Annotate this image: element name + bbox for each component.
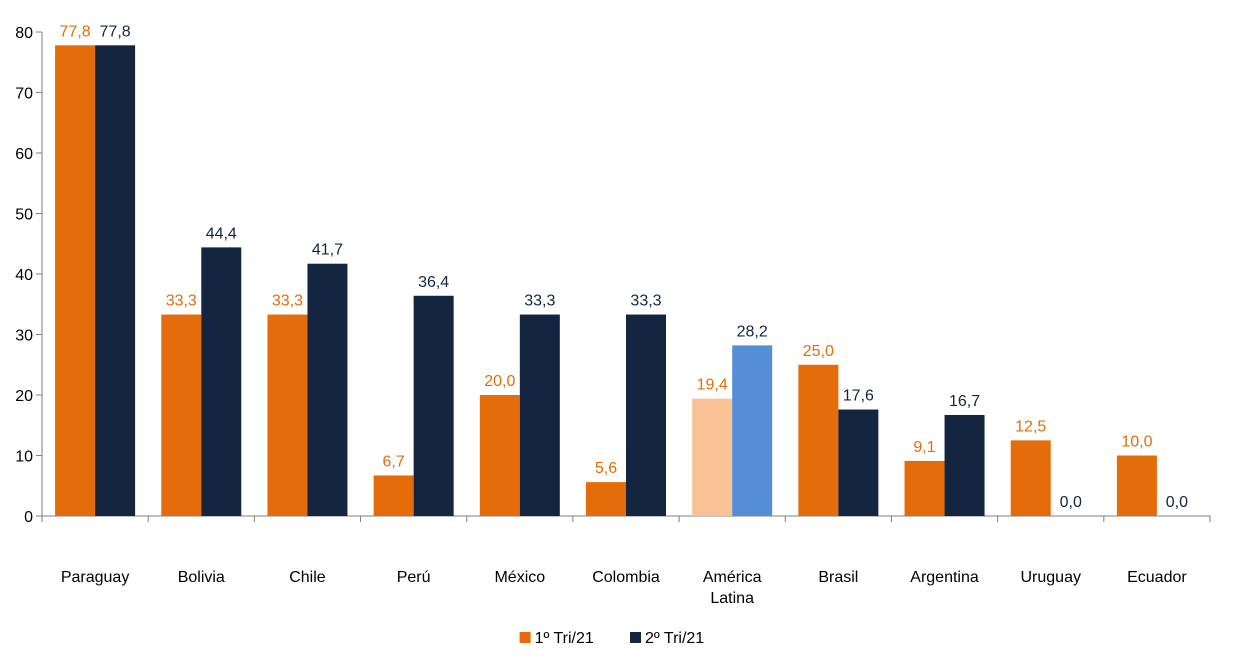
bar-series1 <box>267 314 308 516</box>
x-category-label-line: Ecuador <box>1127 569 1187 586</box>
x-category-label-line: América <box>703 569 762 586</box>
data-label-series1: 10,0 <box>1121 434 1152 451</box>
y-tick-label: 20 <box>15 388 33 405</box>
data-label-series1: 9,1 <box>913 439 935 456</box>
data-label-series1: 5,6 <box>595 460 617 477</box>
x-category-label-line: Uruguay <box>1020 569 1080 586</box>
x-category-label-line: Chile <box>289 569 326 586</box>
legend-item: 2º Tri/21 <box>630 630 704 647</box>
x-category-label: América Latina <box>703 569 762 607</box>
x-category-label: Ecuador <box>1127 569 1187 586</box>
x-category-label-line: Brasil <box>818 569 858 586</box>
data-label-series2: 36,4 <box>418 274 449 291</box>
data-label-series1: 25,0 <box>803 343 834 360</box>
data-label-series1: 77,8 <box>60 23 91 40</box>
bar-series2 <box>838 409 879 516</box>
legend-label: 1º Tri/21 <box>535 630 594 647</box>
legend-swatch <box>519 632 531 643</box>
bar-series1 <box>1116 455 1157 516</box>
data-label-series1: 12,5 <box>1015 418 1046 435</box>
bar-series2 <box>519 314 560 516</box>
y-tick-label: 80 <box>15 25 33 42</box>
y-tick-label: 70 <box>15 86 33 103</box>
data-label-series2: 0,0 <box>1166 494 1188 511</box>
legend-label: 2º Tri/21 <box>645 630 704 647</box>
x-category-label-line: Latina <box>710 590 754 607</box>
bar-series1 <box>1010 440 1051 516</box>
bar-series2 <box>307 263 348 516</box>
x-category-label: Paraguay <box>61 569 130 586</box>
y-tick-label: 10 <box>15 449 33 466</box>
data-label-series2: 44,4 <box>206 225 237 242</box>
x-category-label-line: Argentina <box>910 569 979 586</box>
y-tick-label: 40 <box>15 267 33 284</box>
bar-series1 <box>904 460 945 516</box>
bar-series1 <box>55 45 96 517</box>
x-category-label: Chile <box>289 569 326 586</box>
x-category-label: Colombia <box>592 569 660 586</box>
data-label-series2: 0,0 <box>1060 494 1082 511</box>
y-tick-label: 60 <box>15 146 33 163</box>
bar-series2 <box>732 345 773 516</box>
data-label-series2: 41,7 <box>312 242 343 259</box>
bar-series2 <box>626 314 666 516</box>
bar-series2 <box>201 247 242 516</box>
data-label-series2: 33,3 <box>524 293 555 310</box>
y-tick-label: 50 <box>15 207 33 224</box>
x-category-label: Argentina <box>910 569 979 586</box>
data-label-series2: 17,6 <box>843 388 874 405</box>
bar-series1 <box>798 364 839 516</box>
data-label-series2: 33,3 <box>630 293 661 310</box>
bar-series1 <box>692 398 733 516</box>
data-label-series1: 20,0 <box>484 373 515 390</box>
bar-series2 <box>413 295 454 516</box>
y-tick-label: 30 <box>15 328 33 345</box>
bar-series1 <box>373 475 414 516</box>
data-label-series1: 33,3 <box>272 293 303 310</box>
y-tick-label: 0 <box>24 509 33 526</box>
x-category-label: Bolivia <box>178 569 225 586</box>
bar-series2 <box>95 45 136 517</box>
x-category-label-line: México <box>494 569 545 586</box>
x-category-label: Uruguay <box>1020 569 1080 586</box>
x-category-label: México <box>494 569 545 586</box>
x-category-label-line: Colombia <box>592 569 660 586</box>
legend-swatch <box>630 632 641 643</box>
bar-series1 <box>479 395 520 516</box>
x-category-label-line: Perú <box>397 569 431 586</box>
data-label-series1: 6,7 <box>383 453 405 470</box>
bar-series1 <box>586 482 626 516</box>
data-label-series1: 19,4 <box>697 377 728 394</box>
legend-item: 1º Tri/21 <box>519 630 594 647</box>
x-category-label-line: Bolivia <box>178 569 225 586</box>
data-label-series2: 77,8 <box>100 23 131 40</box>
data-label-series2: 16,7 <box>949 393 980 410</box>
x-category-label-line: Paraguay <box>61 569 130 586</box>
data-label-series1: 33,3 <box>166 293 197 310</box>
bar-series2 <box>944 414 985 516</box>
x-category-label: Brasil <box>818 569 858 586</box>
x-category-label: Perú <box>397 569 431 586</box>
data-label-series2: 28,2 <box>737 323 768 340</box>
bar-series1 <box>161 314 202 516</box>
